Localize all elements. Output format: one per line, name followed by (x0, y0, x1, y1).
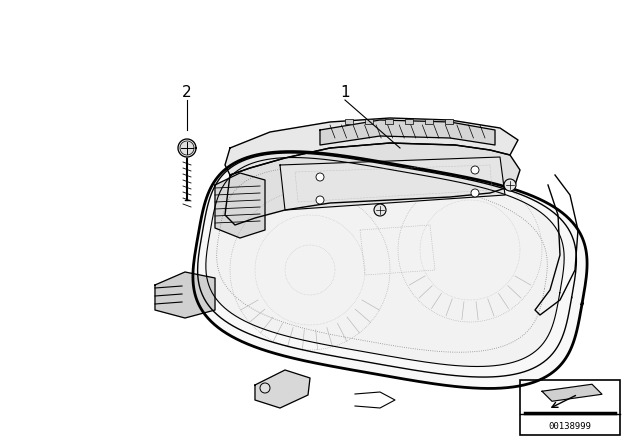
Circle shape (316, 173, 324, 181)
Circle shape (374, 204, 386, 216)
Circle shape (316, 196, 324, 204)
Polygon shape (280, 157, 505, 210)
Bar (345, 119, 353, 124)
Polygon shape (178, 139, 196, 157)
Polygon shape (255, 370, 310, 408)
Text: 00138999: 00138999 (548, 422, 591, 431)
Bar (405, 119, 413, 124)
Bar (365, 119, 373, 124)
Text: 2: 2 (182, 85, 192, 99)
Text: 1: 1 (340, 85, 350, 99)
Circle shape (471, 189, 479, 197)
Polygon shape (193, 151, 587, 388)
Circle shape (260, 383, 270, 393)
Polygon shape (225, 143, 520, 225)
Polygon shape (542, 384, 602, 401)
Circle shape (504, 179, 516, 191)
Circle shape (471, 166, 479, 174)
Bar (385, 119, 393, 124)
Bar (520, 380, 620, 435)
Bar (445, 119, 453, 124)
Polygon shape (225, 118, 518, 175)
Bar (425, 119, 433, 124)
Polygon shape (155, 272, 215, 318)
Polygon shape (215, 173, 265, 238)
Polygon shape (206, 158, 564, 366)
Polygon shape (320, 120, 495, 145)
